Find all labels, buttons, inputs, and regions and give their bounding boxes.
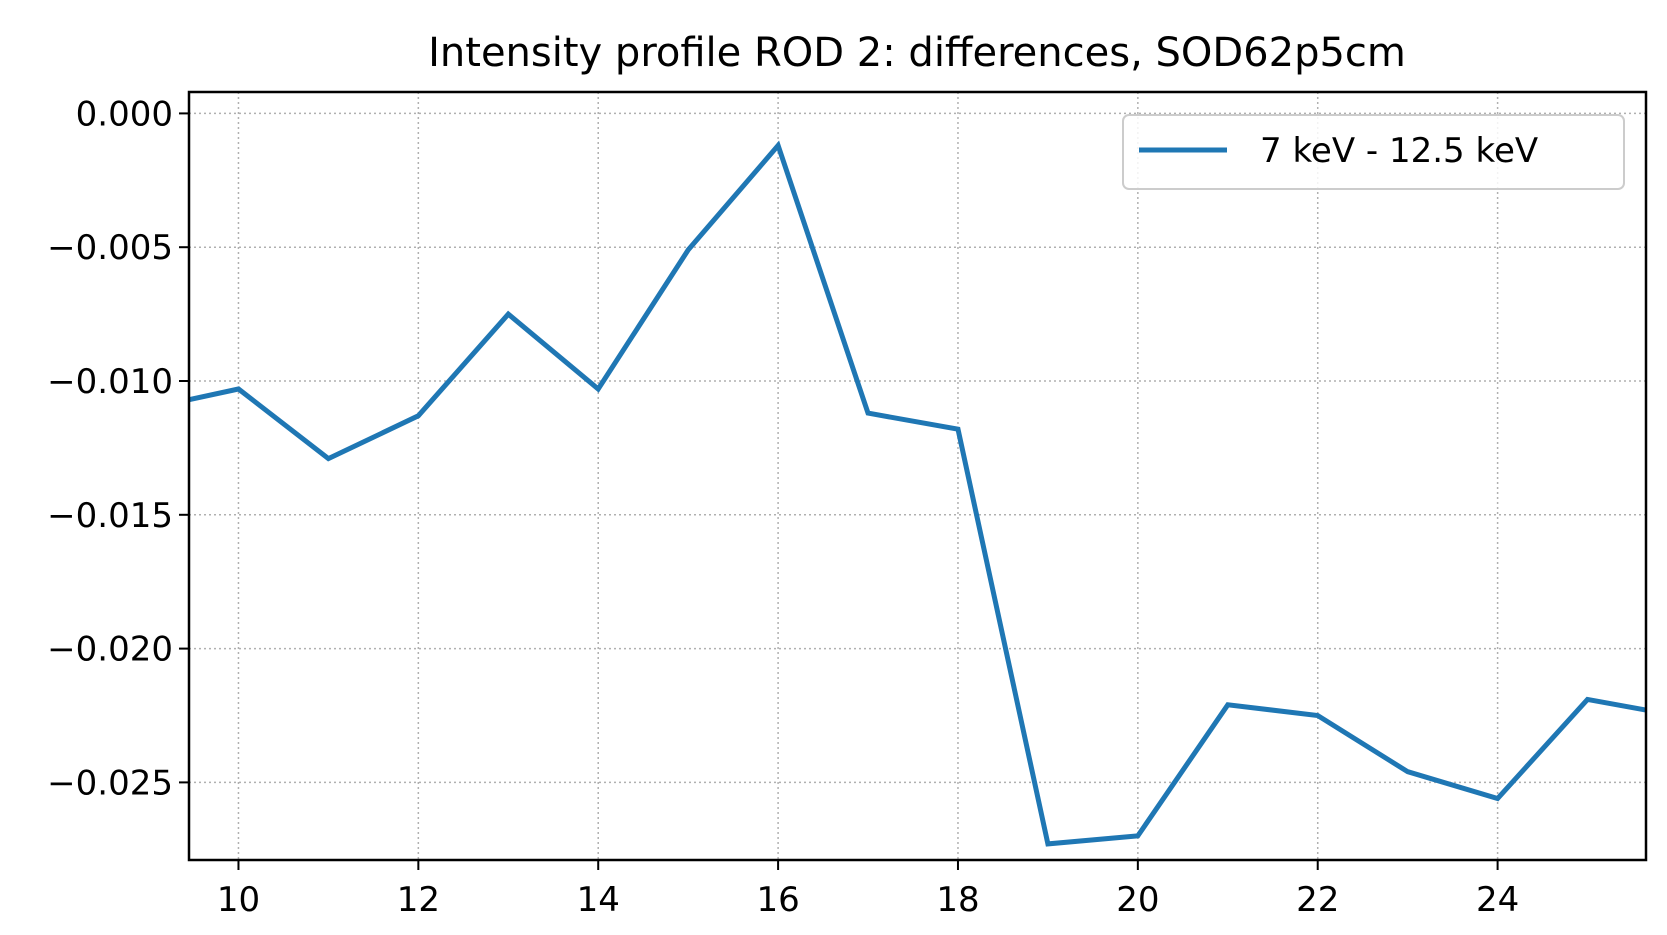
plot-frame: [189, 92, 1646, 860]
x-tick-label: 14: [577, 880, 620, 920]
y-tick-label: −0.010: [47, 362, 173, 402]
x-tick-label: 10: [217, 880, 260, 920]
legend-label: 7 keV - 12.5 keV: [1260, 131, 1538, 171]
x-tick-label: 20: [1116, 880, 1159, 920]
grid: [189, 92, 1646, 860]
y-tick-label: −0.020: [47, 630, 173, 670]
y-tick-label: −0.005: [47, 228, 173, 268]
x-tick-label: 16: [756, 880, 799, 920]
x-tick-label: 24: [1476, 880, 1519, 920]
x-tick-label: 18: [936, 880, 979, 920]
y-tick-label: −0.015: [47, 496, 173, 536]
x-tick-label: 12: [397, 880, 440, 920]
legend: 7 keV - 12.5 keV: [1123, 115, 1624, 189]
axis-ticks: 10 12 14 16 18 20 22 24 0.000 −0.005 −0.010 −0.015 −…: [47, 94, 1519, 920]
series-line: [189, 146, 1646, 844]
y-tick-label: 0.000: [76, 94, 173, 134]
series-layer: [189, 145, 1646, 844]
x-tick-label: 22: [1296, 880, 1339, 920]
chart-title: Intensity profile ROD 2: differences, SO…: [428, 30, 1406, 76]
y-tick-label: −0.025: [47, 763, 173, 803]
